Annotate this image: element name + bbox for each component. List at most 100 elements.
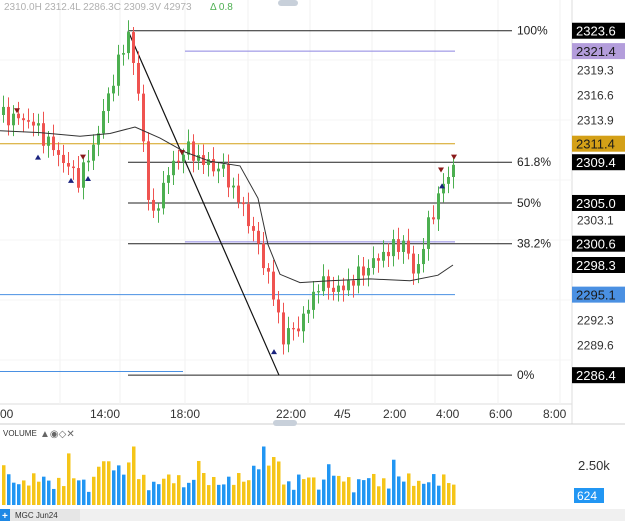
- candle[interactable]: [442, 183, 445, 194]
- candle[interactable]: [12, 113, 15, 126]
- candle[interactable]: [267, 268, 270, 272]
- candle[interactable]: [447, 177, 450, 184]
- candle[interactable]: [202, 155, 205, 165]
- candle[interactable]: [277, 299, 280, 313]
- candle[interactable]: [307, 309, 310, 314]
- candle[interactable]: [342, 285, 345, 291]
- candle[interactable]: [417, 264, 420, 274]
- candle[interactable]: [37, 123, 40, 126]
- time-scroll-handle[interactable]: [273, 420, 297, 426]
- candle[interactable]: [392, 239, 395, 257]
- candle[interactable]: [362, 266, 365, 276]
- candle[interactable]: [87, 160, 90, 163]
- candle[interactable]: [67, 163, 70, 167]
- candle[interactable]: [407, 240, 410, 254]
- candle[interactable]: [162, 182, 165, 209]
- candle[interactable]: [237, 185, 240, 203]
- candle[interactable]: [152, 199, 155, 211]
- candle[interactable]: [47, 136, 50, 146]
- candle[interactable]: [72, 166, 75, 169]
- candle[interactable]: [42, 123, 45, 146]
- candle[interactable]: [347, 280, 350, 291]
- candle[interactable]: [412, 253, 415, 274]
- moving-average-line[interactable]: [0, 126, 454, 284]
- add-tab-button[interactable]: [0, 509, 10, 521]
- candle[interactable]: [102, 111, 105, 134]
- candle[interactable]: [252, 226, 255, 231]
- candle[interactable]: [302, 313, 305, 332]
- candle[interactable]: [372, 258, 375, 268]
- candle[interactable]: [367, 267, 370, 276]
- candle[interactable]: [332, 287, 335, 292]
- fib-anchor-line[interactable]: [127, 30, 280, 376]
- candle[interactable]: [227, 164, 230, 188]
- candle[interactable]: [232, 185, 235, 188]
- candle[interactable]: [182, 154, 185, 162]
- candle[interactable]: [317, 291, 320, 293]
- candle[interactable]: [427, 217, 430, 249]
- candle[interactable]: [397, 239, 400, 252]
- candle[interactable]: [327, 276, 330, 288]
- candle[interactable]: [27, 120, 30, 122]
- candle[interactable]: [357, 266, 360, 286]
- candle[interactable]: [77, 168, 80, 188]
- candle[interactable]: [222, 164, 225, 169]
- candle[interactable]: [402, 240, 405, 252]
- candle[interactable]: [127, 32, 130, 54]
- candle[interactable]: [32, 121, 35, 126]
- candle[interactable]: [107, 93, 110, 112]
- candle[interactable]: [287, 328, 290, 345]
- candle[interactable]: [142, 93, 145, 142]
- candle[interactable]: [387, 251, 390, 257]
- candle[interactable]: [157, 208, 160, 211]
- candle[interactable]: [2, 106, 5, 115]
- candle[interactable]: [97, 133, 100, 145]
- candle[interactable]: [167, 175, 170, 183]
- volume-controls-icon[interactable]: ▲◉◇✕: [40, 429, 75, 440]
- candle[interactable]: [262, 243, 265, 269]
- candle[interactable]: [132, 32, 135, 63]
- price-axis[interactable]: [572, 0, 625, 424]
- candle[interactable]: [452, 164, 455, 178]
- candle[interactable]: [197, 155, 200, 161]
- candle[interactable]: [122, 53, 125, 55]
- candle[interactable]: [382, 251, 385, 261]
- candle[interactable]: [242, 202, 245, 205]
- candle[interactable]: [377, 258, 380, 261]
- candle[interactable]: [117, 54, 120, 86]
- candle[interactable]: [322, 276, 325, 292]
- candle[interactable]: [352, 280, 355, 286]
- candle[interactable]: [257, 230, 260, 244]
- candle[interactable]: [187, 141, 190, 155]
- symbol-tab[interactable]: [0, 509, 80, 521]
- candle[interactable]: [57, 150, 60, 155]
- candle[interactable]: [282, 312, 285, 345]
- candle[interactable]: [22, 118, 25, 121]
- top-scroll-handle[interactable]: [278, 0, 298, 6]
- candle[interactable]: [112, 85, 115, 94]
- candle[interactable]: [172, 160, 175, 176]
- candle[interactable]: [7, 106, 10, 126]
- candle[interactable]: [52, 136, 55, 151]
- candle[interactable]: [272, 271, 275, 300]
- candle[interactable]: [247, 204, 250, 227]
- candle[interactable]: [92, 144, 95, 161]
- candle[interactable]: [177, 160, 180, 162]
- candle[interactable]: [212, 159, 215, 172]
- candle[interactable]: [337, 285, 340, 292]
- candle[interactable]: [62, 154, 65, 164]
- candle[interactable]: [297, 328, 300, 332]
- candle[interactable]: [147, 141, 150, 200]
- candle[interactable]: [192, 141, 195, 161]
- candle[interactable]: [17, 113, 20, 119]
- candle[interactable]: [292, 328, 295, 330]
- candle[interactable]: [82, 162, 85, 188]
- candle[interactable]: [217, 168, 220, 172]
- candle[interactable]: [312, 291, 315, 310]
- candle[interactable]: [207, 159, 210, 165]
- candle[interactable]: [432, 217, 435, 220]
- candle[interactable]: [137, 62, 140, 94]
- candle[interactable]: [437, 193, 440, 220]
- candle[interactable]: [422, 248, 425, 265]
